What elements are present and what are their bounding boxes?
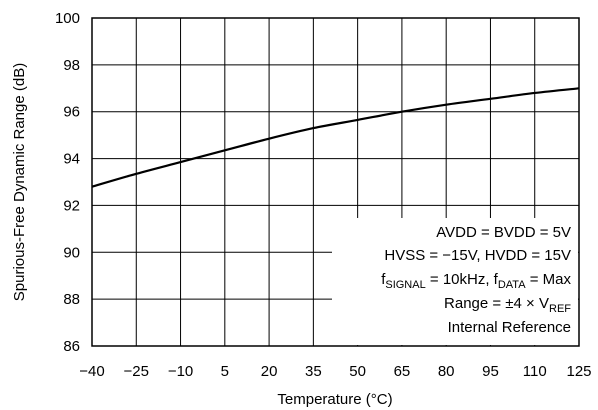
x-tick-label: −40 [79, 363, 104, 380]
annotation-line: fSIGNAL = 10kHz, fDATA = Max [381, 271, 571, 291]
annotation-line: Range = ±4 × VREF [444, 295, 571, 315]
y-tick-label: 90 [63, 244, 80, 261]
annotation-text: Range = ±4 × V [444, 295, 549, 312]
y-tick-label: 100 [55, 10, 80, 27]
x-tick-label: 35 [305, 363, 322, 380]
x-tick-label: 80 [438, 363, 455, 380]
annotation-text: f [381, 271, 386, 288]
plot-area [91, 17, 580, 347]
conditions-annotation: AVDD = BVDD = 5V HVSS = −15V, HVDD = 15V f… [332, 218, 578, 345]
x-tick-label: 110 [523, 363, 547, 380]
x-tick-label: 5 [221, 363, 229, 380]
annotation-line: AVDD = BVDD = 5V [436, 224, 571, 241]
annotation-text: AVDD = BVDD = 5V [436, 224, 571, 241]
y-tick-label: 96 [63, 104, 80, 121]
x-tick-label: −10 [168, 363, 193, 380]
sfdr-series-line [91, 87, 580, 188]
annotation-line: Internal Reference [448, 319, 571, 336]
annotation-line: HVSS = −15V, HVDD = 15V [384, 247, 571, 264]
annotation-subscript: REF [549, 303, 571, 315]
y-tick-label: 86 [63, 338, 80, 355]
x-tick-label: 20 [261, 363, 278, 380]
annotation-text: Internal Reference [448, 319, 571, 336]
annotation-background [332, 218, 578, 345]
y-tick-label: 92 [63, 197, 80, 214]
annotation-text: = 10kHz, f [426, 271, 499, 288]
annotation-text: HVSS = −15V, HVDD = 15V [384, 247, 571, 264]
x-tick-label: 50 [349, 363, 366, 380]
x-axis-label: Temperature (°C) [277, 391, 392, 408]
x-tick-label: 65 [394, 363, 411, 380]
x-tick-label: −25 [124, 363, 149, 380]
x-tick-label: 125 [566, 363, 591, 380]
series-layer [91, 87, 580, 188]
y-tick-label: 98 [63, 57, 80, 74]
y-tick-label: 94 [63, 151, 80, 168]
y-axis-label: Spurious-Free Dynamic Range (dB) [11, 63, 28, 301]
x-tick-label: 95 [482, 363, 499, 380]
annotation-subscript: SIGNAL [385, 279, 425, 291]
x-axis-ticks: −40 −25 −10 5 20 35 50 65 80 95 110 125 [79, 363, 591, 380]
annotation-subscript: DATA [498, 279, 526, 291]
y-axis-ticks: 86 88 90 92 94 96 98 100 [55, 10, 80, 355]
annotation-text: = Max [526, 271, 572, 288]
y-tick-label: 88 [63, 291, 80, 308]
